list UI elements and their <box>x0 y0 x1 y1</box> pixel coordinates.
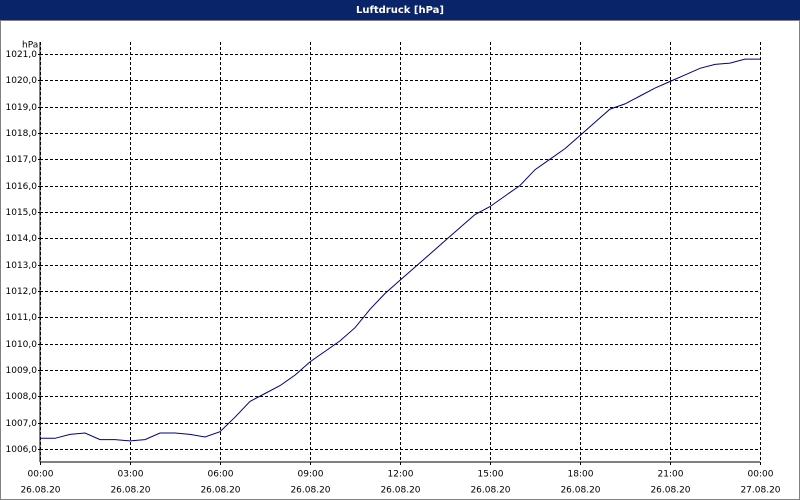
y-tick-label: 1006,0 <box>6 445 38 455</box>
y-tick-label: 1019,0 <box>6 103 38 113</box>
y-tick-label: 1018,0 <box>6 129 38 139</box>
x-tick-label: 00:00 <box>28 470 54 480</box>
y-tick-label: 1014,0 <box>6 234 38 244</box>
y-tick-label: 1010,0 <box>6 340 38 350</box>
y-tick-label: 1017,0 <box>6 155 38 165</box>
y-tick-label: 1013,0 <box>6 261 38 271</box>
x-tick-date: 26.08.20 <box>380 486 420 496</box>
title-bar <box>0 0 800 20</box>
x-tick-label: 12:00 <box>388 470 414 480</box>
y-unit-label: hPa <box>22 41 38 51</box>
chart-title: Luftdruck [hPa] <box>356 5 444 16</box>
x-tick-label: 09:00 <box>298 470 324 480</box>
y-tick-label: 1021,0 <box>6 50 38 60</box>
x-tick-label: 21:00 <box>658 470 684 480</box>
x-tick-label: 03:00 <box>118 470 144 480</box>
y-tick-label: 1009,0 <box>6 366 38 376</box>
y-tick-label: 1007,0 <box>6 419 38 429</box>
x-tick-date: 26.08.20 <box>110 486 150 496</box>
x-tick-date: 26.08.20 <box>20 486 60 496</box>
y-tick-label: 1020,0 <box>6 76 38 86</box>
x-tick-label: 18:00 <box>568 470 594 480</box>
x-tick-label: 15:00 <box>478 470 504 480</box>
y-tick-label: 1011,0 <box>6 313 38 323</box>
x-tick-date: 26.08.20 <box>290 486 330 496</box>
y-tick-label: 1016,0 <box>6 182 38 192</box>
y-tick-label: 1008,0 <box>6 392 38 402</box>
x-tick-date: 26.08.20 <box>650 486 690 496</box>
x-tick-label: 00:00 <box>748 470 774 480</box>
y-tick-label: 1015,0 <box>6 208 38 218</box>
x-tick-date: 26.08.20 <box>470 486 510 496</box>
x-tick-date: 26.08.20 <box>560 486 600 496</box>
x-tick-date: 27.08.20 <box>740 486 780 496</box>
y-tick-label: 1012,0 <box>6 287 38 297</box>
line-series <box>40 58 760 442</box>
x-tick-label: 06:00 <box>208 470 234 480</box>
x-tick-date: 26.08.20 <box>200 486 240 496</box>
